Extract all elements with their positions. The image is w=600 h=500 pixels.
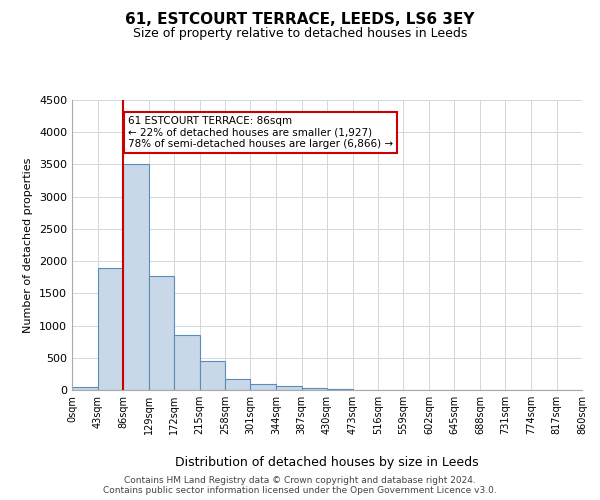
Text: Distribution of detached houses by size in Leeds: Distribution of detached houses by size … bbox=[175, 456, 479, 469]
Text: 61 ESTCOURT TERRACE: 86sqm
← 22% of detached houses are smaller (1,927)
78% of s: 61 ESTCOURT TERRACE: 86sqm ← 22% of deta… bbox=[128, 116, 393, 150]
Bar bbox=[123, 164, 149, 390]
Bar bbox=[97, 268, 123, 390]
Bar bbox=[302, 388, 327, 390]
Bar bbox=[276, 386, 302, 390]
Text: Contains HM Land Registry data © Crown copyright and database right 2024.
Contai: Contains HM Land Registry data © Crown c… bbox=[103, 476, 497, 495]
Bar bbox=[174, 335, 199, 390]
Bar bbox=[72, 387, 97, 390]
Y-axis label: Number of detached properties: Number of detached properties bbox=[23, 158, 34, 332]
Text: 61, ESTCOURT TERRACE, LEEDS, LS6 3EY: 61, ESTCOURT TERRACE, LEEDS, LS6 3EY bbox=[125, 12, 475, 28]
Text: Size of property relative to detached houses in Leeds: Size of property relative to detached ho… bbox=[133, 28, 467, 40]
Bar bbox=[199, 361, 225, 390]
Bar bbox=[149, 276, 174, 390]
Bar bbox=[251, 384, 276, 390]
Bar bbox=[225, 378, 251, 390]
